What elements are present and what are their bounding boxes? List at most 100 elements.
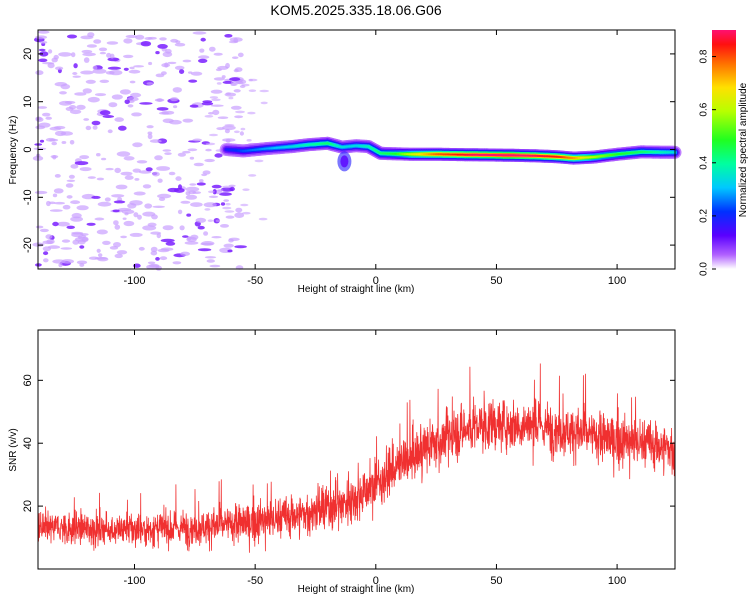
noise-blob	[81, 49, 93, 54]
noise-blob	[189, 183, 197, 186]
noise-blob	[248, 89, 257, 92]
noise-blob	[159, 37, 167, 41]
noise-blob	[192, 31, 207, 35]
noise-blob	[156, 166, 171, 171]
noise-blob	[157, 178, 163, 183]
noise-blob	[139, 102, 153, 105]
noise-blob	[197, 225, 205, 230]
noise-blob	[147, 261, 156, 265]
noise-blob	[87, 96, 100, 103]
noise-blob	[182, 150, 191, 154]
noise-blob	[99, 110, 111, 116]
noise-blob	[248, 78, 253, 82]
y-tick-label: 20	[22, 48, 34, 60]
noise-blob	[154, 98, 165, 102]
noise-blob	[229, 186, 235, 192]
noise-blob	[207, 219, 214, 222]
noise-blob	[212, 109, 220, 116]
spectrogram-y-axis-title: Frequency (Hz)	[8, 116, 19, 185]
noise-blob	[222, 206, 232, 210]
noise-blob	[114, 167, 121, 174]
colorbar: 0.0 0.2 0.4 0.6 0.8 Normalized spectral ampl…	[699, 30, 749, 276]
noise-blob	[61, 239, 71, 243]
noise-blob	[137, 214, 142, 220]
noise-blob	[242, 211, 251, 215]
noise-blob	[158, 111, 170, 115]
noise-blob	[221, 75, 226, 79]
noise-blob	[69, 140, 75, 145]
x-tick-label: -50	[247, 575, 263, 587]
noise-blob	[180, 200, 191, 204]
noise-blob	[203, 231, 209, 236]
noise-blob	[113, 242, 121, 248]
noise-blob	[79, 167, 92, 172]
noise-blob	[35, 35, 48, 40]
noise-blob	[189, 104, 199, 108]
x-tick-label: 0	[373, 275, 379, 287]
noise-blob	[162, 51, 173, 58]
noise-blob	[72, 75, 81, 78]
noise-blob	[87, 176, 96, 179]
noise-blob	[182, 59, 192, 63]
noise-blob	[217, 189, 224, 192]
noise-blob	[123, 67, 129, 71]
noise-blob	[58, 52, 72, 57]
noise-blob	[215, 68, 222, 72]
noise-blob	[111, 94, 123, 100]
noise-blob	[185, 186, 200, 192]
noise-blob	[133, 191, 146, 196]
noise-blob	[235, 207, 243, 213]
noise-blob	[155, 51, 160, 55]
noise-blob	[204, 158, 215, 163]
noise-blob	[132, 142, 143, 148]
noise-blob	[113, 220, 119, 226]
x-tick-label: 50	[490, 575, 502, 587]
noise-blob	[62, 204, 71, 210]
noise-blob	[131, 112, 142, 117]
noise-blob	[133, 65, 145, 68]
noise-blob	[204, 115, 214, 118]
noise-blob	[210, 89, 223, 94]
noise-blob	[39, 139, 45, 143]
noise-blob	[229, 77, 241, 82]
noise-blob	[242, 188, 250, 191]
noise-blob	[132, 168, 141, 173]
noise-blob	[54, 174, 61, 178]
noise-blob	[42, 112, 51, 117]
noise-blob	[177, 209, 183, 215]
noise-blob	[122, 217, 127, 220]
noise-blob	[104, 197, 111, 202]
noise-blob	[239, 131, 244, 136]
noise-blob	[145, 167, 153, 172]
colorbar-gradient	[712, 30, 736, 269]
noise-blob	[55, 66, 64, 71]
noise-blob	[129, 80, 136, 84]
noise-blob	[147, 131, 153, 135]
noise-blob	[48, 49, 53, 54]
noise-blob	[227, 249, 233, 253]
snr-frame	[37, 329, 676, 570]
noise-blob	[76, 205, 89, 211]
noise-blob	[174, 65, 185, 70]
noise-blob	[123, 156, 135, 161]
noise-blob	[133, 212, 139, 218]
noise-blob	[136, 160, 148, 164]
noise-blob	[196, 182, 206, 186]
noise-blob	[240, 203, 249, 207]
noise-blob	[123, 54, 134, 59]
noise-blob	[86, 44, 97, 48]
noise-blob	[123, 38, 133, 44]
noise-blob	[82, 52, 96, 57]
noise-blob	[70, 200, 81, 205]
noise-blob	[224, 124, 235, 127]
noise-blob	[237, 52, 244, 58]
noise-blob	[83, 57, 90, 63]
chart-title: KOM5.2025.335.18.06.G06	[270, 2, 441, 18]
noise-blob	[190, 71, 203, 76]
noise-blob	[71, 232, 84, 238]
noise-blob	[114, 224, 121, 230]
noise-blob	[222, 138, 236, 142]
noise-blob	[225, 62, 230, 69]
noise-blob	[209, 96, 219, 99]
